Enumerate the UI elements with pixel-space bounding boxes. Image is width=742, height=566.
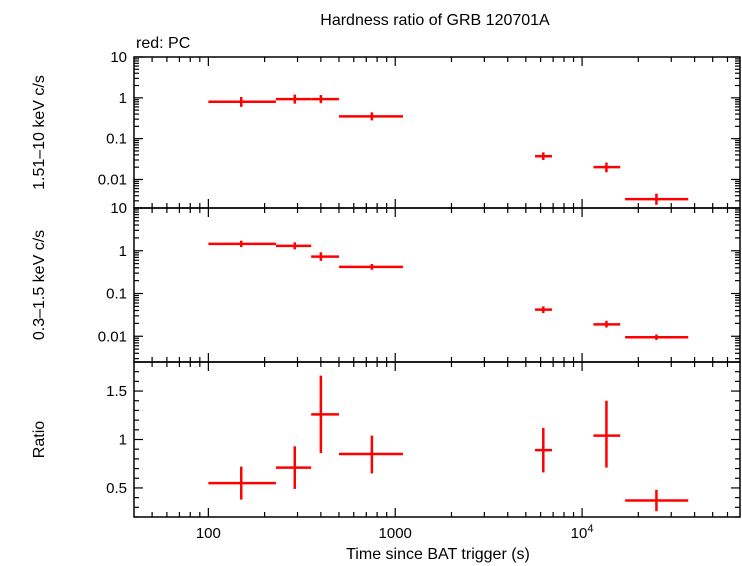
- data-point-soft-4: [338, 263, 403, 270]
- y-axis-label-soft: 0.3–1.5 keV c/s: [31, 230, 48, 340]
- panel-hard: 10 1 0.1 0.01 1.51–10 keV c/s: [31, 49, 741, 209]
- plot-panels: 10 1 0.1 0.01 1.51–10 keV c/s 10 1 0.1 0.01 0.3–1…: [31, 49, 741, 542]
- data-point-ratio-5: [535, 427, 552, 473]
- y-tick-label: 10: [110, 200, 127, 217]
- y-tick-label: 10: [110, 49, 127, 66]
- panel-ratio: 1.5 1 0.5 Ratio: [31, 361, 741, 518]
- data-point-ratio-7: [625, 489, 689, 512]
- data-point-ratio-4: [338, 435, 403, 474]
- panel-frame-ratio: [133, 361, 741, 518]
- data-point-hard-1: [208, 96, 276, 107]
- data-point-hard-4: [338, 112, 403, 121]
- chart-title: Hardness ratio of GRB 120701A: [320, 12, 550, 29]
- y-tick-label: 0.5: [106, 480, 127, 497]
- data-point-ratio-3: [311, 375, 339, 454]
- panel-frame-soft: [133, 207, 741, 363]
- data-point-hard-7: [625, 193, 689, 205]
- data-point-ratio-6: [593, 400, 621, 468]
- data-point-hard-2: [275, 94, 312, 104]
- y-axis-label-hard: 1.51–10 keV c/s: [31, 75, 48, 190]
- panel-soft: 10 1 0.1 0.01 0.3–1.5 keV c/s: [31, 200, 741, 363]
- data-point-soft-5: [535, 306, 552, 313]
- y-tick-label: 0.1: [106, 131, 127, 148]
- x-tick-label: 104: [571, 523, 594, 542]
- data-point-hard-5: [535, 152, 552, 160]
- data-point-hard-6: [593, 162, 621, 173]
- data-point-hard-3: [311, 95, 339, 104]
- x-tick-label: 1000: [379, 525, 412, 542]
- data-point-ratio-2: [275, 446, 312, 489]
- x-tick-label-exponent: 4: [587, 523, 593, 535]
- data-point-soft-3: [311, 252, 339, 261]
- y-axis-label-ratio: Ratio: [31, 421, 48, 458]
- x-tick-label: 100: [196, 525, 221, 542]
- data-point-soft-7: [625, 334, 689, 340]
- y-tick-label: 1: [119, 243, 127, 260]
- panel-frame-hard: [133, 56, 741, 209]
- y-tick-label: 0.1: [106, 286, 127, 303]
- y-tick-label: 1: [119, 90, 127, 107]
- x-axis-label: Time since BAT trigger (s): [346, 546, 530, 563]
- data-point-soft-2: [275, 242, 312, 250]
- y-tick-label: 1: [119, 432, 127, 449]
- data-point-ratio-1: [208, 466, 276, 500]
- data-point-soft-1: [208, 240, 276, 248]
- y-tick-label: 1.5: [106, 383, 127, 400]
- data-point-soft-6: [593, 320, 621, 328]
- legend-label: red: PC: [136, 35, 190, 52]
- y-tick-label: 0.01: [98, 328, 127, 345]
- y-tick-label: 0.01: [98, 171, 127, 188]
